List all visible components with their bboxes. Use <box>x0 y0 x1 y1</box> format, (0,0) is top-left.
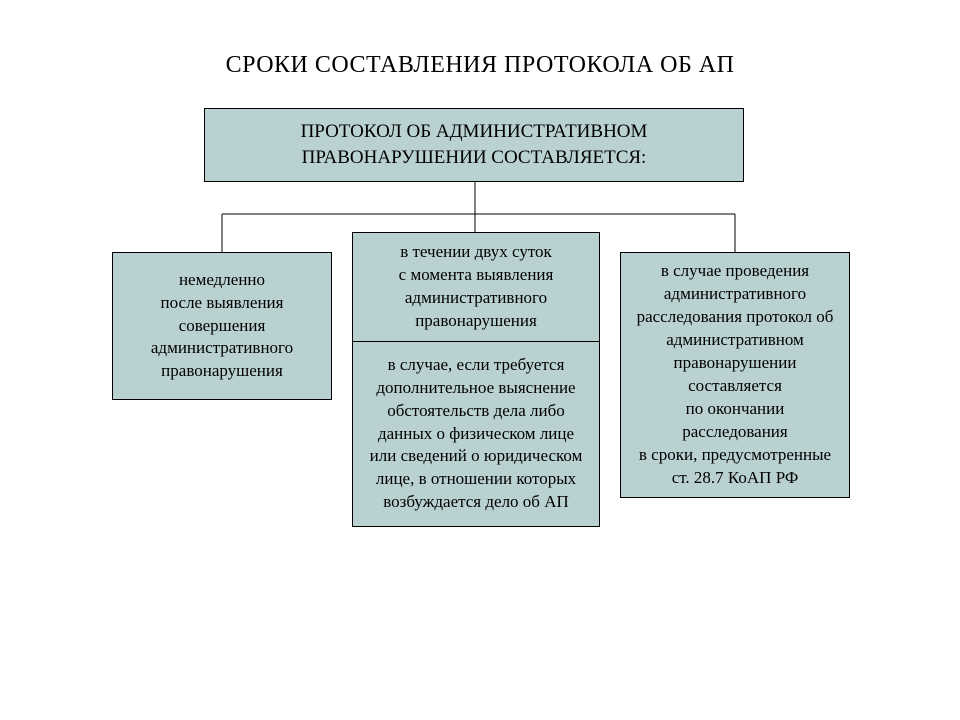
column-left-box: немедленнопосле выявлениясовершенияадмин… <box>112 252 332 400</box>
root-text: ПРОТОКОЛ ОБ АДМИНИСТРАТИВНОМ ПРАВОНАРУШЕ… <box>219 119 729 170</box>
root-box: ПРОТОКОЛ ОБ АДМИНИСТРАТИВНОМ ПРАВОНАРУШЕ… <box>204 108 744 182</box>
column-middle-top-box: в течении двух сутокс момента выявленияа… <box>352 232 600 342</box>
column-right-text: в случае проведенияадминистративногорасс… <box>635 260 835 489</box>
page-title: СРОКИ СОСТАВЛЕНИЯ ПРОТОКОЛА ОБ АП <box>0 52 960 79</box>
column-left-text: немедленнопосле выявлениясовершенияадмин… <box>151 269 293 384</box>
column-middle-bottom-box: в случае, если требуетсядополнительное в… <box>352 341 600 527</box>
column-middle-top-text: в течении двух сутокс момента выявленияа… <box>399 241 554 333</box>
column-right-box: в случае проведенияадминистративногорасс… <box>620 252 850 498</box>
column-middle-bottom-text: в случае, если требуетсядополнительное в… <box>370 354 583 515</box>
